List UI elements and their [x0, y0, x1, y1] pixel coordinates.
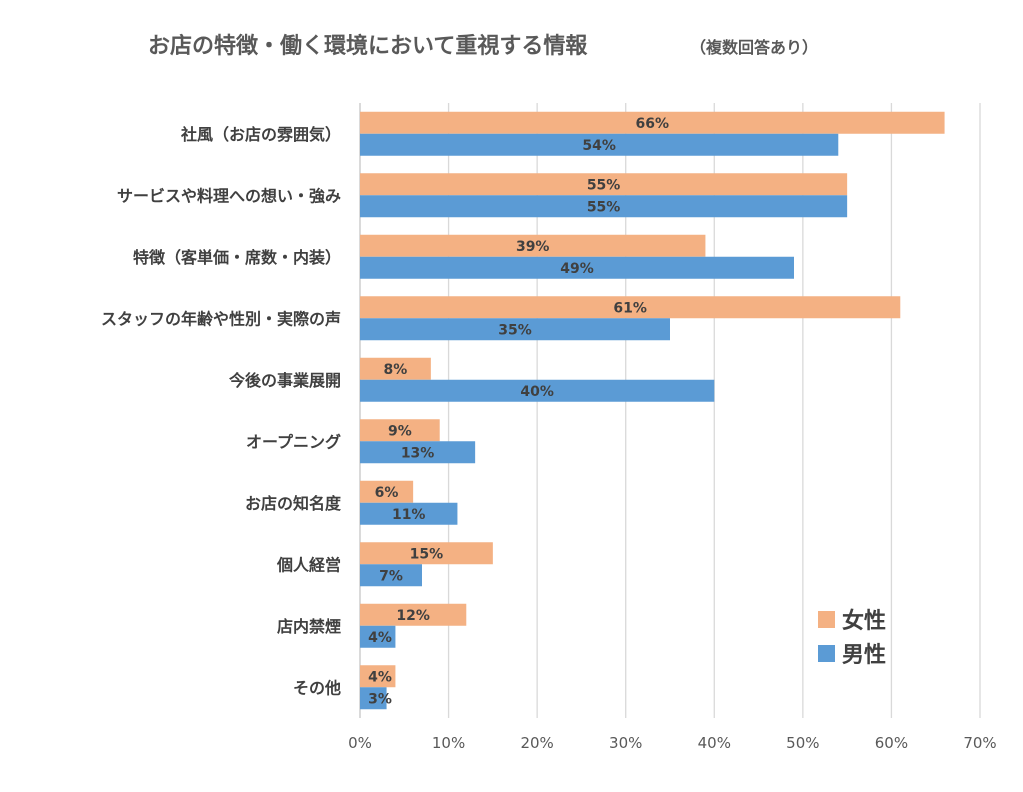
x-axis-ticks: 0% 10% 20% 30% 40% 50% 60% 70% [348, 734, 997, 752]
bar-male [360, 502, 458, 525]
data-label: 54% [582, 138, 616, 154]
data-label: 35% [498, 322, 532, 338]
bar-female [360, 480, 414, 503]
chart-title: お店の特徴・働く環境において重視する情報 [148, 33, 588, 59]
data-label: 66% [636, 116, 670, 132]
bars [360, 111, 945, 710]
data-label: 55% [587, 177, 621, 193]
legend-swatch-male [818, 645, 835, 662]
chart-subtitle: （複数回答あり） [690, 38, 818, 57]
x-tick-label: 60% [875, 734, 908, 752]
data-label: 7% [379, 568, 403, 584]
data-labels: 66% 54% 55% 55% 39% 49% 61% 35% 8% 40% 9% 13% 6% 11% 1… [368, 116, 669, 708]
bar-male [360, 441, 476, 464]
bar-female [360, 603, 467, 626]
category-label: その他 [293, 678, 341, 697]
bar-female [360, 542, 493, 565]
bar-female [360, 111, 945, 134]
legend-swatch-female [818, 611, 835, 628]
bar-male [360, 625, 396, 648]
bar-male [360, 379, 715, 402]
bar-male [360, 256, 794, 279]
data-label: 39% [516, 239, 550, 255]
data-label: 9% [388, 423, 412, 439]
legend-label-male: 男性 [842, 643, 886, 668]
data-label: 4% [368, 669, 392, 685]
bar-female [360, 419, 440, 442]
bar-male [360, 687, 387, 710]
data-label: 12% [396, 608, 430, 624]
category-label: オープニング [246, 432, 341, 451]
data-label: 55% [587, 199, 621, 215]
bar-male [360, 318, 670, 341]
data-label: 13% [401, 445, 435, 461]
x-tick-label: 40% [698, 734, 731, 752]
data-label: 4% [368, 630, 392, 646]
legend-label-female: 女性 [842, 608, 886, 634]
bar-male [360, 133, 839, 156]
x-tick-label: 50% [786, 734, 819, 752]
x-tick-label: 0% [348, 734, 372, 752]
category-label: 店内禁煙 [277, 617, 341, 636]
bar-male [360, 564, 422, 587]
data-label: 49% [560, 261, 594, 277]
data-label: 11% [392, 507, 426, 523]
data-label: 3% [368, 691, 392, 707]
category-label: 個人経営 [276, 555, 341, 574]
bar-female [360, 234, 706, 257]
category-label: 今後の事業展開 [228, 371, 341, 390]
category-label: 社風（お店の雰囲気） [180, 125, 341, 144]
bar-female [360, 357, 431, 380]
data-label: 40% [520, 384, 554, 400]
x-tick-label: 20% [520, 734, 553, 752]
category-label: サービスや料理への想い・強み [117, 186, 341, 205]
data-label: 15% [410, 546, 444, 562]
x-tick-label: 10% [432, 734, 465, 752]
x-tick-label: 70% [963, 734, 996, 752]
bar-female [360, 173, 848, 196]
data-label: 61% [613, 300, 647, 316]
data-label: 8% [384, 362, 408, 378]
bar-female [360, 296, 901, 319]
category-label: お店の知名度 [245, 494, 342, 513]
category-label: 特徴（客単価・席数・内装） [133, 248, 341, 267]
bar-male [360, 195, 848, 218]
bar-female [360, 665, 396, 688]
data-label: 6% [375, 485, 399, 501]
x-tick-label: 30% [609, 734, 642, 752]
category-label: スタッフの年齢や性別・実際の声 [101, 309, 341, 328]
